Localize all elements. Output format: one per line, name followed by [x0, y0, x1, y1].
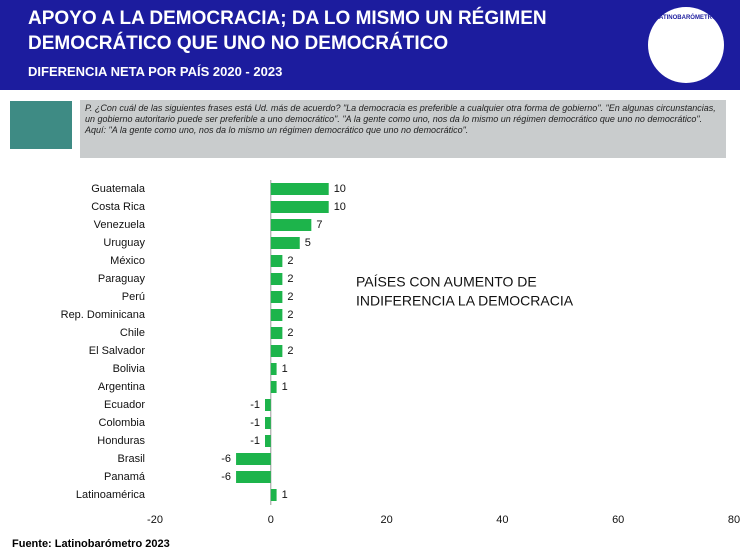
- title-line: APOYO A LA DEMOCRACIA; DA LO MISMO UN RÉ…: [28, 8, 547, 29]
- value-label: 1: [282, 363, 288, 375]
- value-label: -6: [221, 471, 231, 483]
- bar: [270, 291, 283, 303]
- value-label: 2: [287, 309, 293, 321]
- x-tick-label: 60: [612, 514, 624, 526]
- bar: [270, 345, 283, 357]
- y-tick-label: Brasil: [117, 453, 145, 465]
- y-tick-label: Panamá: [104, 471, 146, 483]
- y-tick-label: Costa Rica: [91, 201, 146, 213]
- x-tick-label: 20: [380, 514, 392, 526]
- y-tick-label: Uruguay: [103, 237, 145, 249]
- bar: [236, 453, 271, 465]
- y-tick-label: Paraguay: [98, 273, 146, 285]
- y-tick-label: El Salvador: [89, 345, 146, 357]
- value-label: 2: [287, 291, 293, 303]
- y-tick-label: Rep. Dominicana: [61, 309, 146, 321]
- accent-square: [10, 101, 72, 149]
- value-label: 1: [282, 489, 288, 501]
- logo-text: LATINOBARÓMETRO: [655, 15, 717, 21]
- value-label: 10: [334, 183, 346, 195]
- value-label: -1: [250, 417, 260, 429]
- value-label: 2: [287, 327, 293, 339]
- question-note: Aquí: "A la gente como uno, nos da lo mi…: [85, 125, 469, 135]
- bar: [265, 417, 271, 429]
- value-label: 7: [316, 219, 322, 231]
- y-tick-label: México: [110, 255, 145, 267]
- bar: [270, 309, 283, 321]
- bar: [270, 273, 283, 285]
- value-label: 5: [305, 237, 311, 249]
- x-tick-label: 40: [496, 514, 508, 526]
- value-label: 2: [287, 273, 293, 285]
- bar: [270, 255, 283, 267]
- y-tick-label: Latinoamérica: [76, 489, 146, 501]
- x-tick-label: -20: [147, 514, 163, 526]
- y-tick-label: Guatemala: [91, 183, 146, 195]
- bar: [270, 219, 312, 231]
- value-label: 2: [287, 255, 293, 267]
- y-tick-label: Honduras: [97, 435, 145, 447]
- y-tick-label: Bolivia: [113, 363, 146, 375]
- y-tick-label: Colombia: [99, 417, 146, 429]
- bar: [270, 237, 300, 249]
- y-tick-label: Ecuador: [104, 399, 145, 411]
- bar: [270, 489, 277, 501]
- value-label: 10: [334, 201, 346, 213]
- x-tick-label: 0: [268, 514, 274, 526]
- header: APOYO A LA DEMOCRACIA; DA LO MISMO UN RÉ…: [0, 0, 740, 90]
- bar: [265, 435, 271, 447]
- value-label: -6: [221, 453, 231, 465]
- logo: LATINOBARÓMETRO: [648, 7, 724, 83]
- question-box: P. ¿Con cuál de las siguientes frases es…: [80, 100, 726, 158]
- subtitle: DIFERENCIA NETA POR PAÍS 2020 - 2023: [28, 64, 283, 79]
- bar: [270, 363, 277, 375]
- annotation: PAÍSES CON AUMENTO DE: [356, 274, 537, 290]
- bar: [265, 399, 271, 411]
- source: Fuente: Latinobarómetro 2023: [12, 538, 170, 550]
- annotation: INDIFERENCIA LA DEMOCRACIA: [356, 293, 574, 309]
- y-tick-label: Argentina: [98, 381, 146, 393]
- title-line: DEMOCRÁTICO QUE UNO NO DEMOCRÁTICO: [28, 33, 449, 54]
- question-text: P. ¿Con cuál de las siguientes frases es…: [85, 103, 716, 124]
- bar: [270, 183, 329, 195]
- value-label: 2: [287, 345, 293, 357]
- bar: [270, 201, 329, 213]
- bar: [270, 381, 277, 393]
- y-tick-label: Perú: [122, 291, 145, 303]
- bar: [236, 471, 271, 483]
- y-tick-label: Chile: [120, 327, 145, 339]
- value-label: -1: [250, 399, 260, 411]
- value-label: 1: [282, 381, 288, 393]
- bar: [270, 327, 283, 339]
- x-tick-label: 80: [728, 514, 740, 526]
- value-label: -1: [250, 435, 260, 447]
- y-tick-label: Venezuela: [94, 219, 146, 231]
